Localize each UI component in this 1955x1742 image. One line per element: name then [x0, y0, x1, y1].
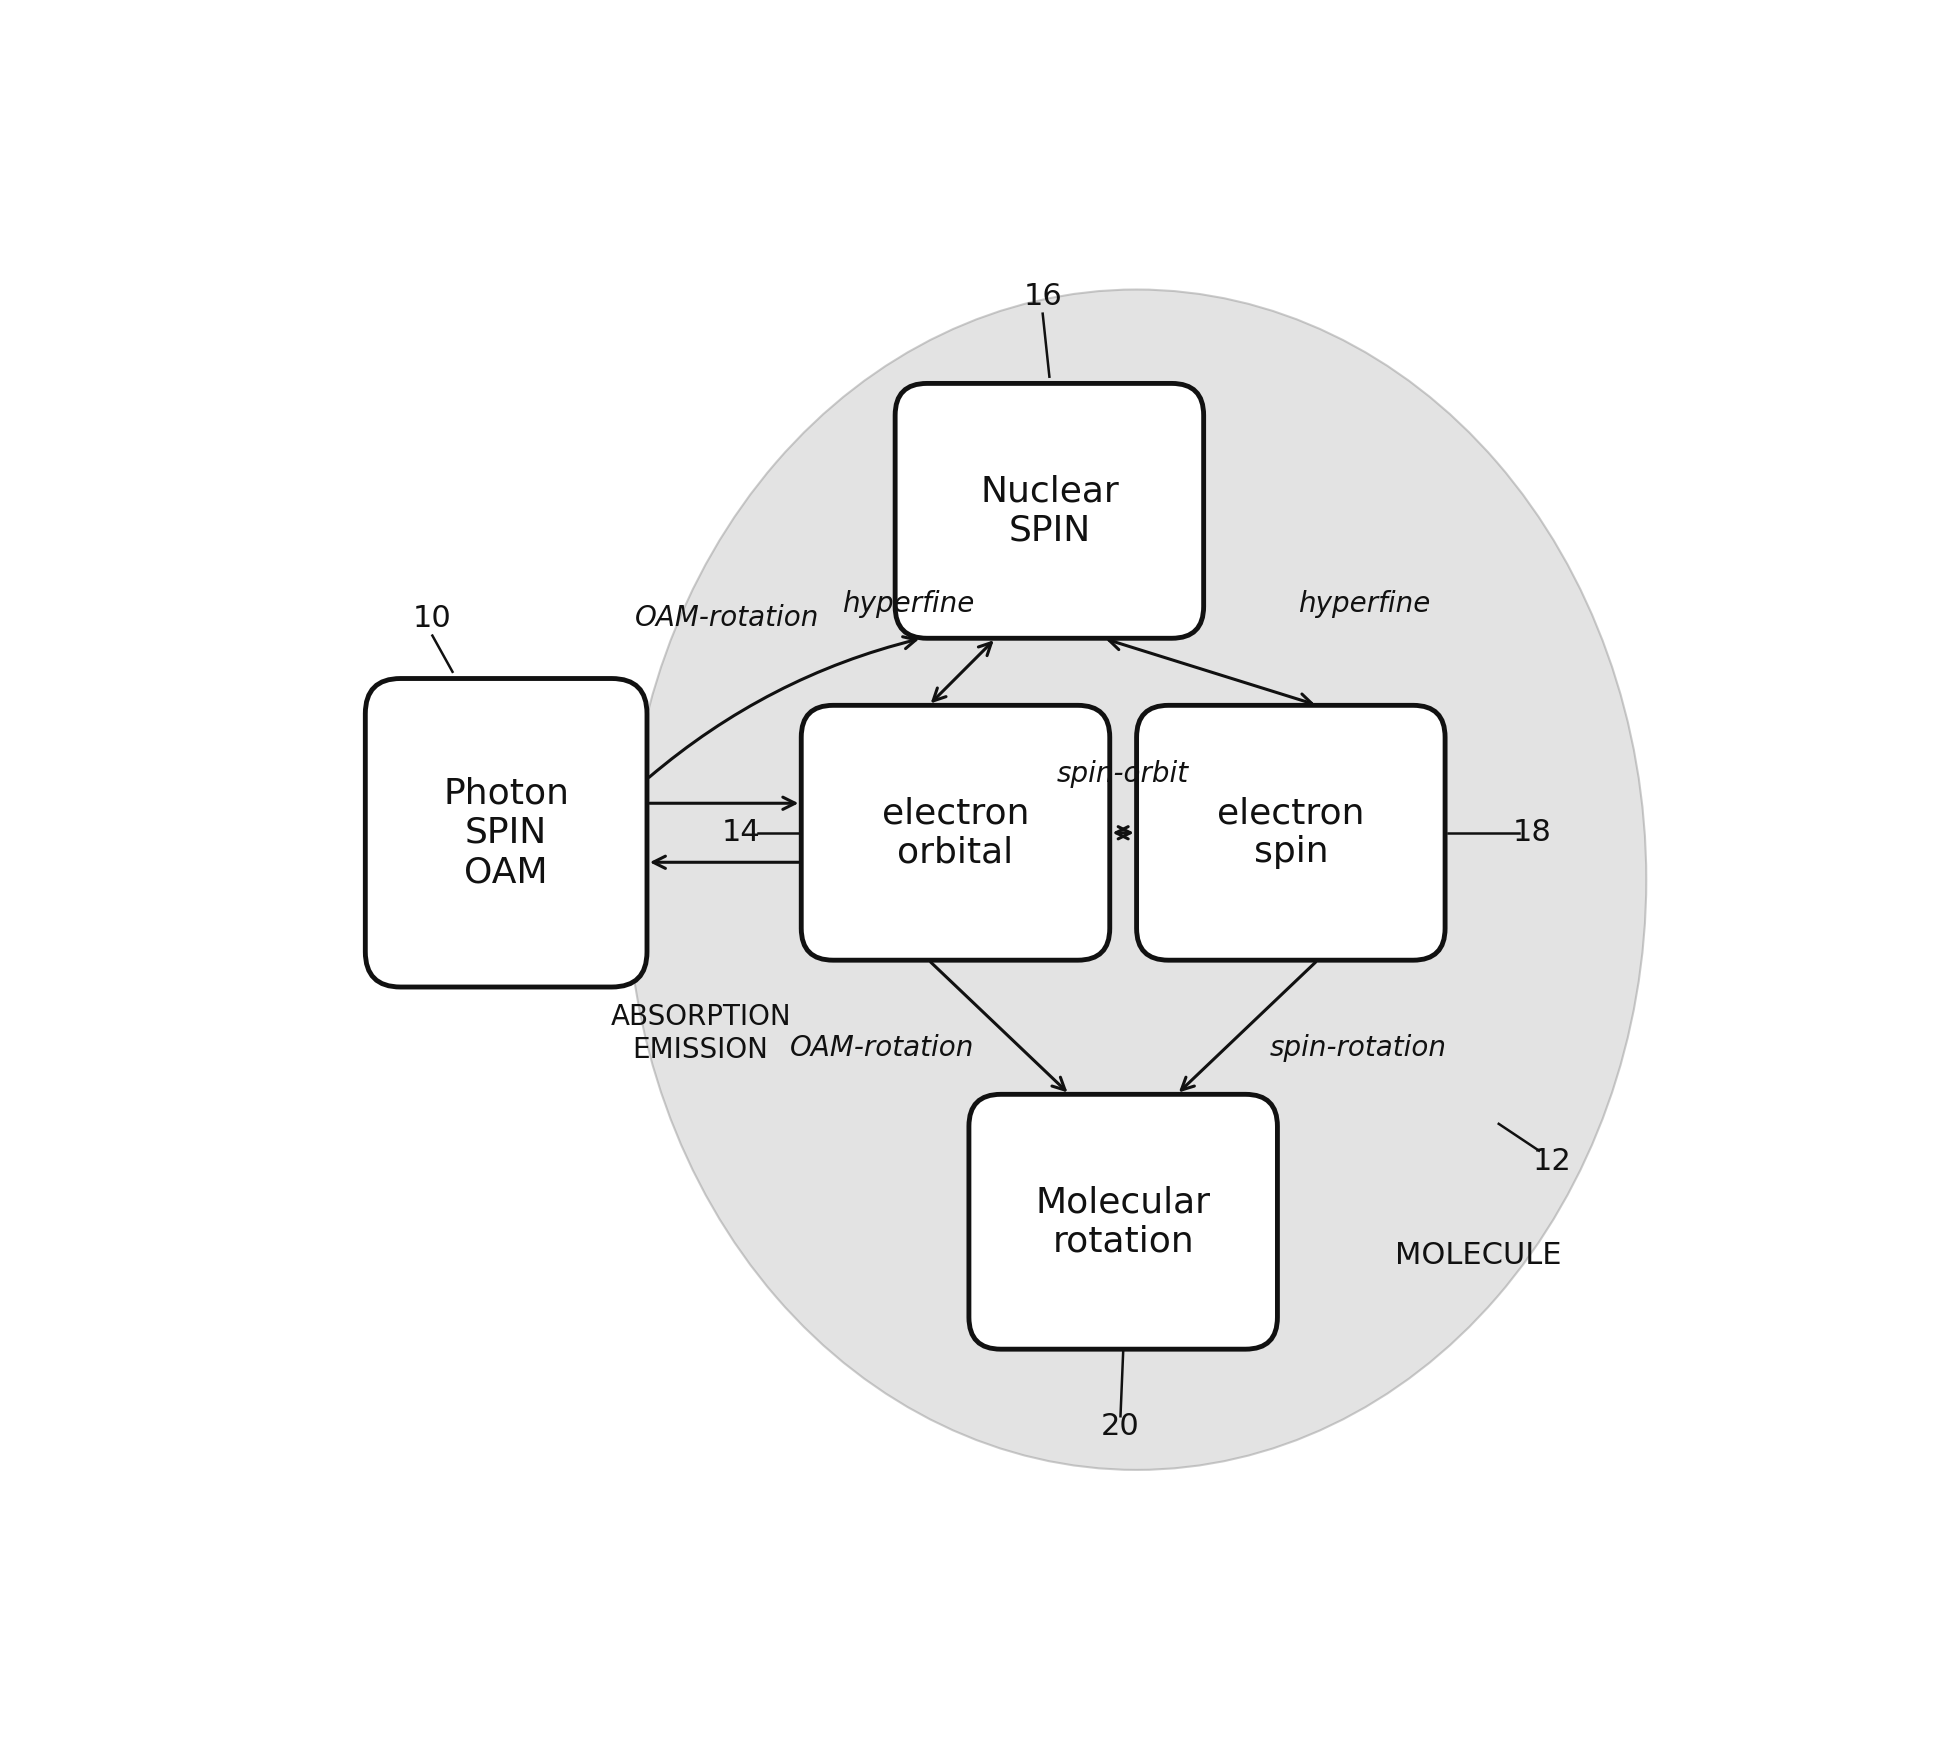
- Text: MOLECULE: MOLECULE: [1394, 1240, 1562, 1270]
- Text: 10: 10: [413, 604, 452, 632]
- Ellipse shape: [626, 289, 1646, 1470]
- FancyBboxPatch shape: [1136, 706, 1445, 960]
- Text: 20: 20: [1101, 1413, 1140, 1441]
- Text: spin-rotation: spin-rotation: [1269, 1035, 1445, 1063]
- Text: 18: 18: [1511, 819, 1550, 847]
- Text: Molecular
rotation: Molecular rotation: [1034, 1185, 1210, 1258]
- Text: OAM-rotation: OAM-rotation: [790, 1035, 974, 1063]
- Text: spin-orbit: spin-orbit: [1056, 761, 1189, 789]
- Text: electron
orbital: electron orbital: [882, 796, 1028, 869]
- FancyBboxPatch shape: [802, 706, 1108, 960]
- Text: hyperfine: hyperfine: [1298, 591, 1429, 618]
- Text: Nuclear
SPIN: Nuclear SPIN: [979, 474, 1118, 547]
- Text: electron
spin: electron spin: [1216, 796, 1365, 869]
- Text: 12: 12: [1533, 1146, 1572, 1176]
- FancyBboxPatch shape: [895, 383, 1202, 638]
- FancyBboxPatch shape: [968, 1094, 1277, 1348]
- Text: ABSORPTION
EMISSION: ABSORPTION EMISSION: [610, 1003, 790, 1064]
- Text: OAM-rotation: OAM-rotation: [635, 603, 819, 632]
- FancyBboxPatch shape: [366, 679, 647, 988]
- Text: 14: 14: [721, 819, 760, 847]
- Text: Photon
SPIN
OAM: Photon SPIN OAM: [444, 777, 569, 888]
- Text: 16: 16: [1022, 282, 1062, 310]
- Text: hyperfine: hyperfine: [843, 591, 974, 618]
